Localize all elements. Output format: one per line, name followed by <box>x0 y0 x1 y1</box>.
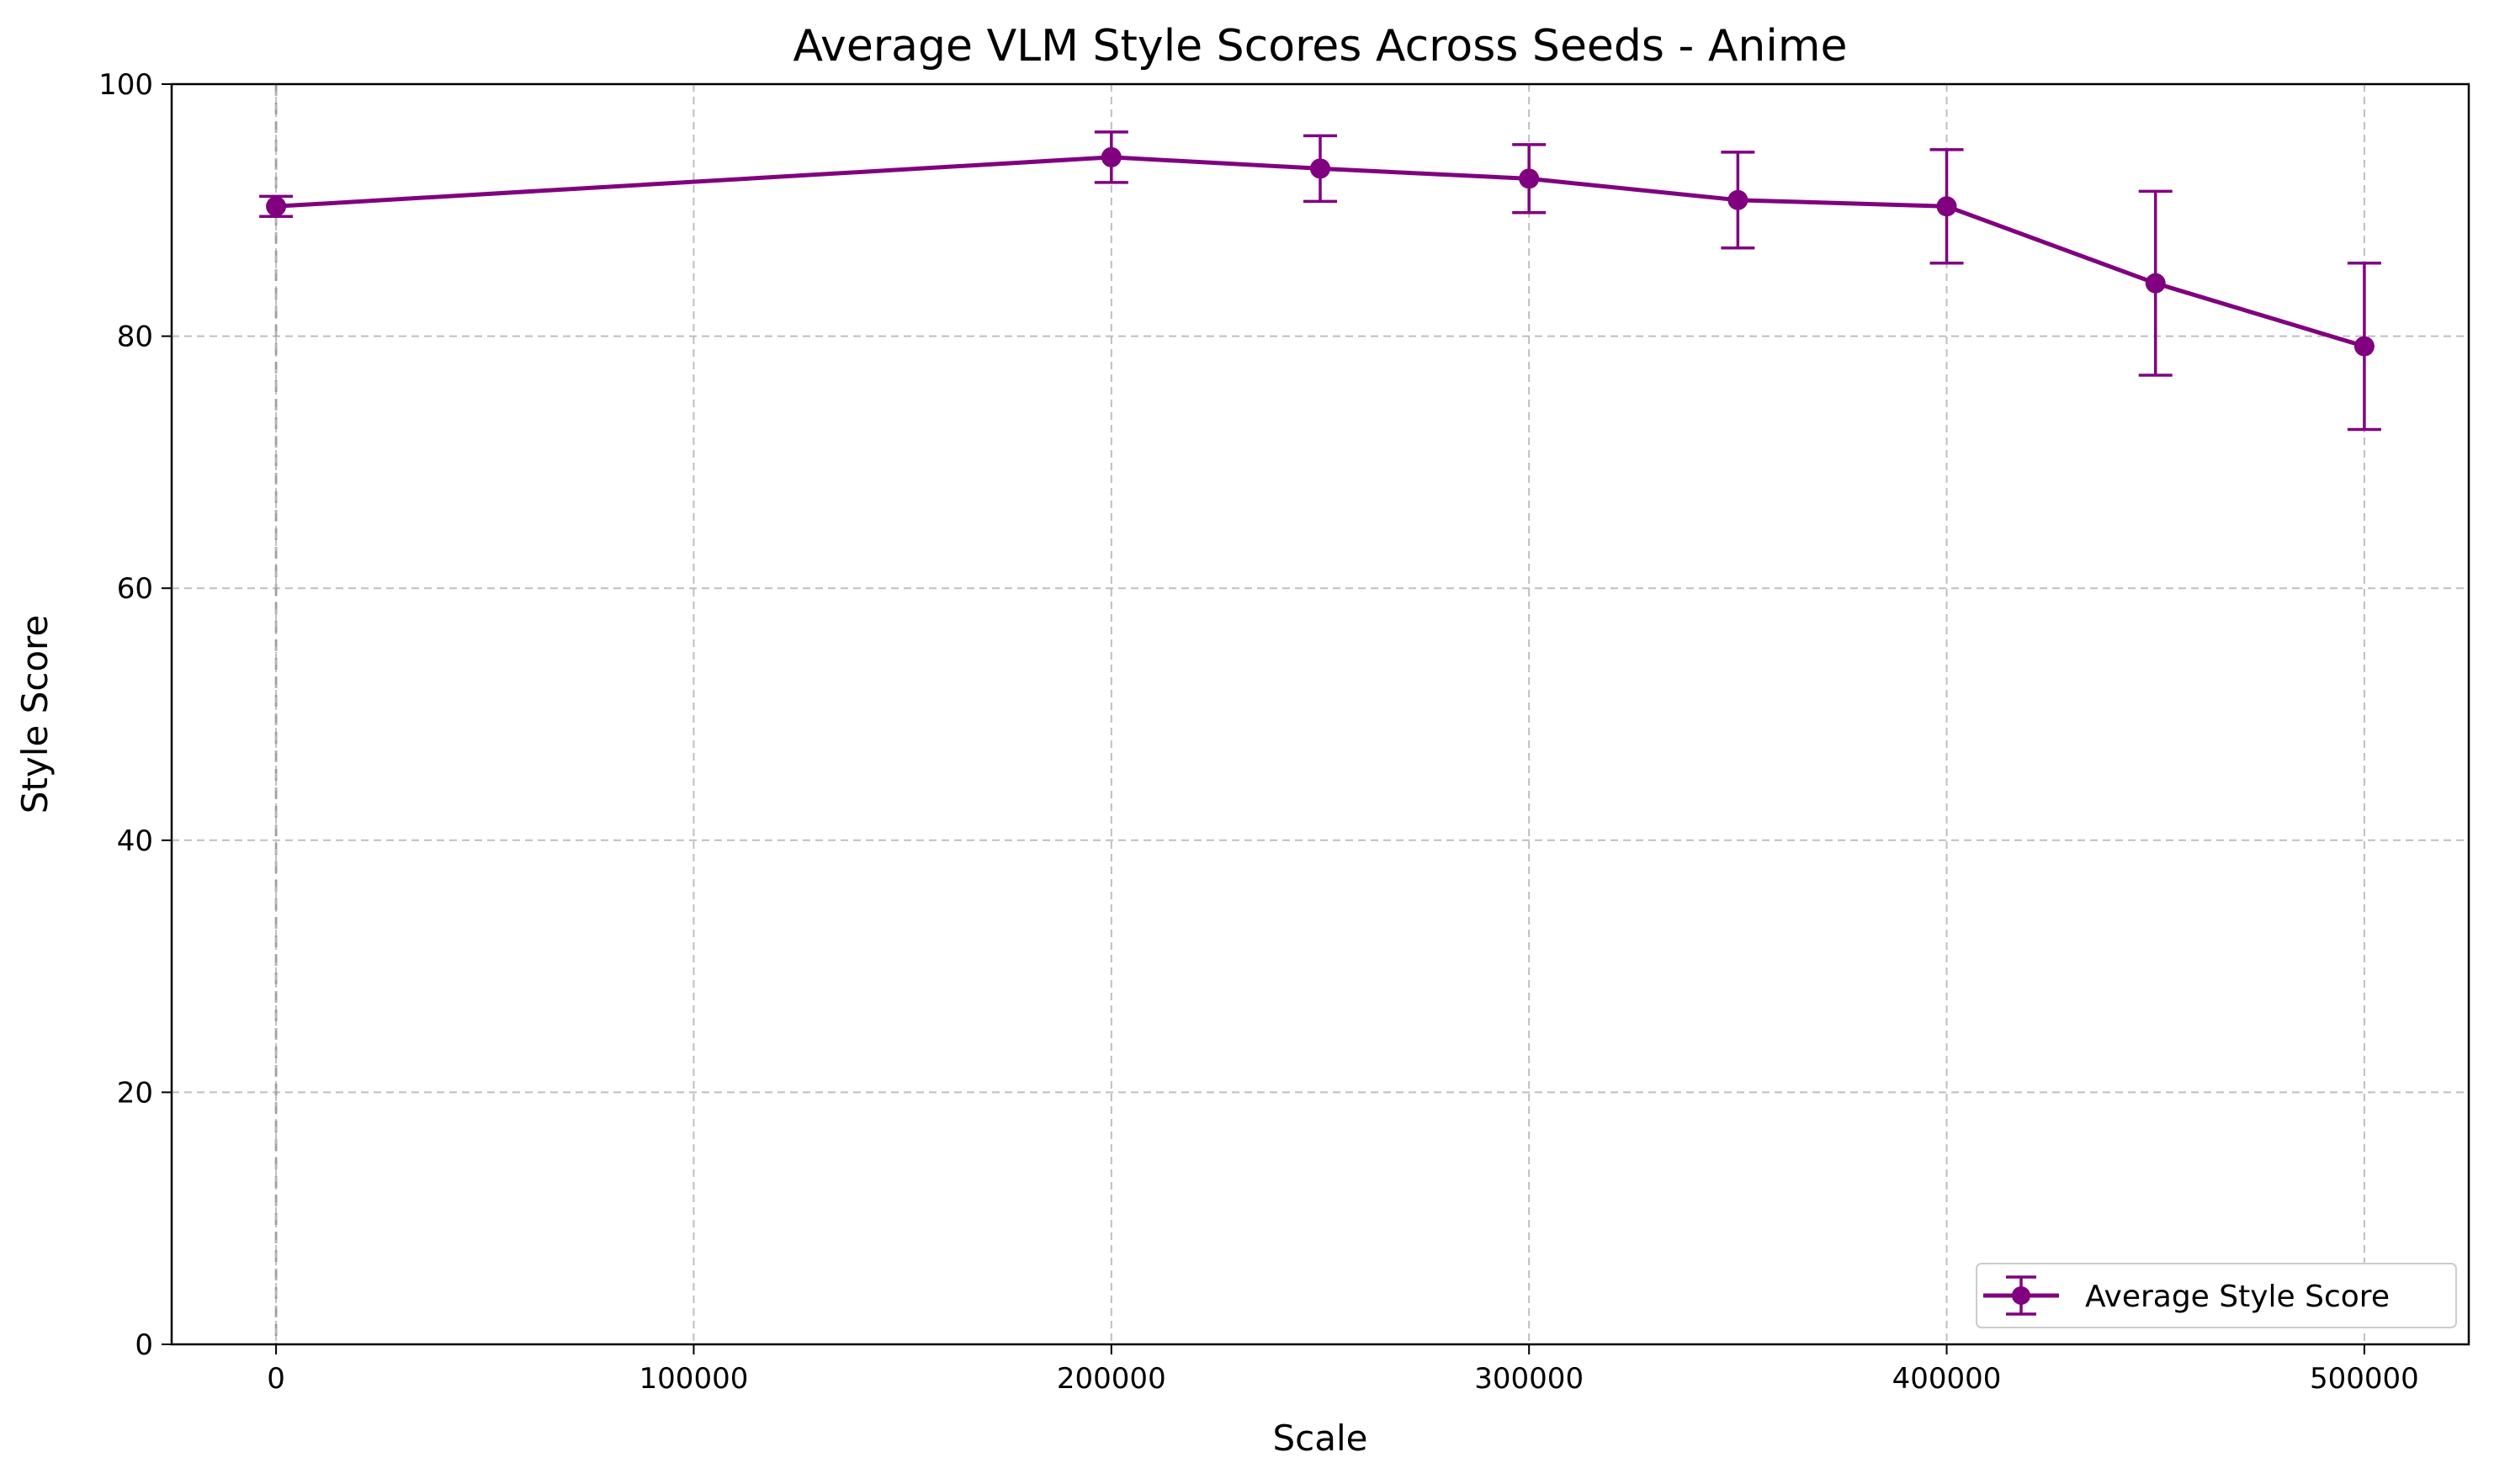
x-tick-label: 100000 <box>639 1362 749 1396</box>
data-point <box>2353 336 2375 357</box>
x-tick-label: 300000 <box>1474 1362 1584 1396</box>
y-tick-label: 60 <box>117 572 153 606</box>
y-axis-title: Style Score <box>14 615 56 814</box>
x-tick-label: 500000 <box>2310 1362 2419 1396</box>
data-point <box>1310 158 1330 179</box>
axis-ticks: 0 100000 200000 300000 400000 500000 0 20 40 60 80… <box>98 68 2419 1396</box>
y-tick-label: 0 <box>135 1328 153 1362</box>
data-point <box>1101 146 1122 167</box>
x-axis-title: Scale <box>1273 1418 1368 1459</box>
y-tick-label: 80 <box>117 321 153 354</box>
series-layer <box>259 130 2381 432</box>
chart-title: Average VLM Style Scores Across Seeds - … <box>793 21 1848 72</box>
data-point <box>266 196 287 217</box>
data-point <box>1936 196 1957 217</box>
x-tick-label: 200000 <box>1057 1362 1166 1396</box>
plot-frame <box>170 82 2470 1346</box>
y-tick-label: 40 <box>117 824 153 858</box>
y-tick-label: 100 <box>98 68 153 102</box>
y-tick-label: 20 <box>117 1076 153 1110</box>
legend: Average Style Score <box>1976 1263 2457 1328</box>
data-point <box>2145 273 2166 294</box>
legend-label: Average Style Score <box>2085 1280 2390 1314</box>
x-tick-label: 0 <box>267 1362 285 1396</box>
legend-box <box>1976 1263 2457 1328</box>
data-point <box>1727 189 1748 210</box>
legend-point-marker <box>2012 1286 2030 1305</box>
series-line <box>275 155 2365 348</box>
data-point <box>1519 168 1540 189</box>
x-tick-label: 400000 <box>1892 1362 2002 1396</box>
